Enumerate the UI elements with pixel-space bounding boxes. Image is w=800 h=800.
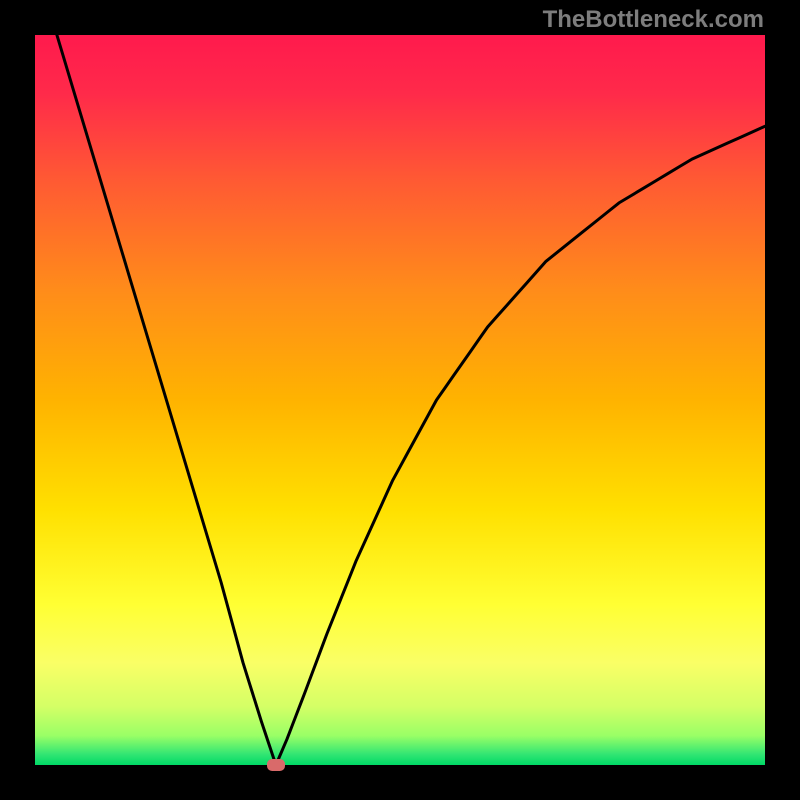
- bottleneck-curve: [57, 35, 765, 765]
- watermark-text: TheBottleneck.com: [543, 6, 764, 34]
- chart-container: TheBottleneck.com: [0, 0, 800, 800]
- minimum-marker: [267, 759, 285, 771]
- curve-layer: [0, 0, 800, 800]
